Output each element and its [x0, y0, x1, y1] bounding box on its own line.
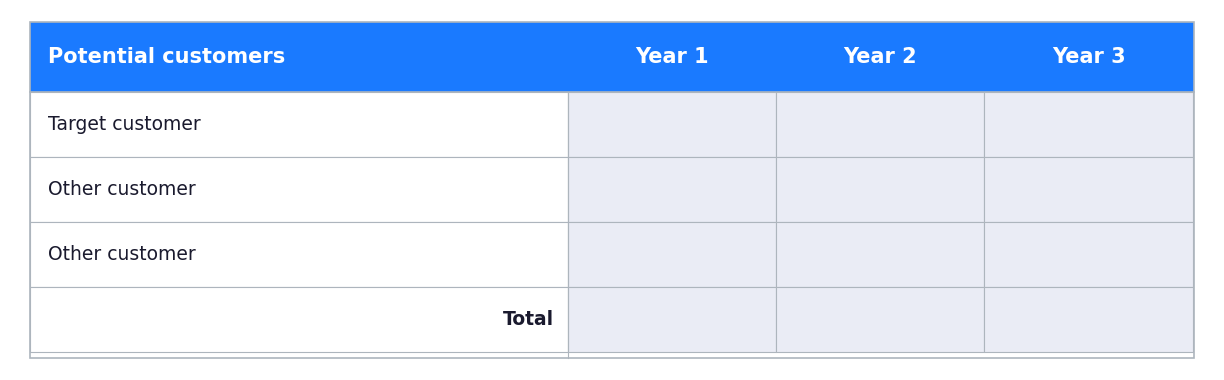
- Bar: [31, 92, 568, 157]
- Text: Target customer: Target customer: [48, 115, 201, 134]
- Bar: [984, 92, 1193, 157]
- Bar: [568, 157, 776, 222]
- Bar: [31, 22, 1193, 358]
- Text: Year 3: Year 3: [1051, 47, 1126, 67]
- Bar: [31, 22, 1193, 92]
- Bar: [984, 157, 1193, 222]
- Bar: [568, 222, 776, 287]
- Bar: [776, 157, 984, 222]
- Text: Other customer: Other customer: [48, 180, 196, 199]
- Text: Total: Total: [503, 310, 553, 329]
- Text: Other customer: Other customer: [48, 245, 196, 264]
- Bar: [31, 157, 568, 222]
- Bar: [984, 287, 1193, 352]
- Text: Year 2: Year 2: [843, 47, 917, 67]
- Text: Year 1: Year 1: [635, 47, 709, 67]
- Bar: [568, 287, 776, 352]
- Text: Potential customers: Potential customers: [48, 47, 285, 67]
- Bar: [984, 222, 1193, 287]
- Bar: [776, 287, 984, 352]
- Bar: [31, 222, 568, 287]
- Bar: [31, 287, 568, 352]
- Bar: [568, 92, 776, 157]
- Bar: [776, 92, 984, 157]
- Bar: [776, 222, 984, 287]
